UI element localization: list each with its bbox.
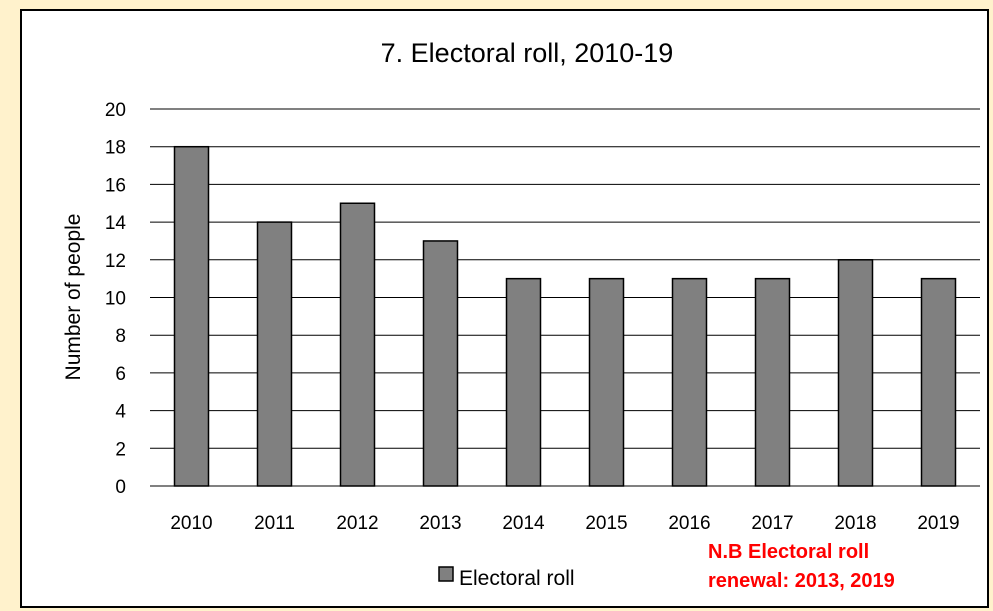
- y-tick-label-12: 12: [105, 251, 126, 272]
- x-tick-label-2010: 2010: [170, 513, 212, 534]
- y-tick-label-14: 14: [105, 213, 127, 234]
- y-tick-label-18: 18: [105, 138, 126, 159]
- y-tick-label-20: 20: [105, 100, 126, 121]
- bar-2010: [173, 145, 210, 487]
- x-tick-label-2012: 2012: [336, 513, 378, 534]
- legend-swatch: [438, 566, 454, 582]
- y-axis-title: Number of people: [62, 214, 85, 381]
- y-tick-label-2: 2: [115, 439, 126, 460]
- bar-2013: [422, 240, 459, 487]
- x-tick-label-2015: 2015: [585, 513, 627, 534]
- y-tick-label-10: 10: [105, 289, 126, 310]
- bar-2018: [837, 259, 874, 487]
- y-tick-label-0: 0: [115, 477, 126, 498]
- annotation-line-1: N.B Electoral roll: [708, 541, 869, 563]
- chart-title: 7. Electoral roll, 2010-19: [381, 38, 674, 68]
- x-tick-label-2016: 2016: [668, 513, 710, 534]
- bar-2019: [920, 277, 957, 487]
- x-tick-label-2019: 2019: [917, 513, 959, 534]
- bar-2015: [588, 277, 625, 487]
- bar-2012: [339, 202, 376, 487]
- x-tick-labels: 2010 2011 2012 2013 2014 2015 2016 2017 2018 2019: [170, 513, 959, 534]
- x-tick-label-2014: 2014: [502, 513, 545, 534]
- y-tick-labels: 0 2 4 6 8 10 12 14 16 18 20: [105, 100, 127, 498]
- legend: Electoral roll: [438, 566, 575, 590]
- x-tick-label-2017: 2017: [751, 513, 793, 534]
- annotation-note: N.B Electoral roll renewal: 2013, 2019: [708, 541, 895, 592]
- bar-series: [173, 145, 957, 487]
- legend-label: Electoral roll: [459, 567, 575, 590]
- x-tick-label-2018: 2018: [834, 513, 876, 534]
- y-tick-label-8: 8: [115, 326, 126, 347]
- bar-2014: [505, 277, 542, 487]
- y-tick-label-6: 6: [115, 364, 126, 385]
- annotation-line-2: renewal: 2013, 2019: [708, 570, 895, 592]
- bar-2017: [754, 277, 791, 487]
- x-tick-label-2013: 2013: [419, 513, 461, 534]
- bar-2011: [256, 221, 293, 487]
- x-tick-label-2011: 2011: [254, 513, 295, 534]
- y-tick-label-4: 4: [115, 402, 126, 423]
- y-tick-label-16: 16: [105, 175, 126, 196]
- bar-2016: [671, 277, 708, 487]
